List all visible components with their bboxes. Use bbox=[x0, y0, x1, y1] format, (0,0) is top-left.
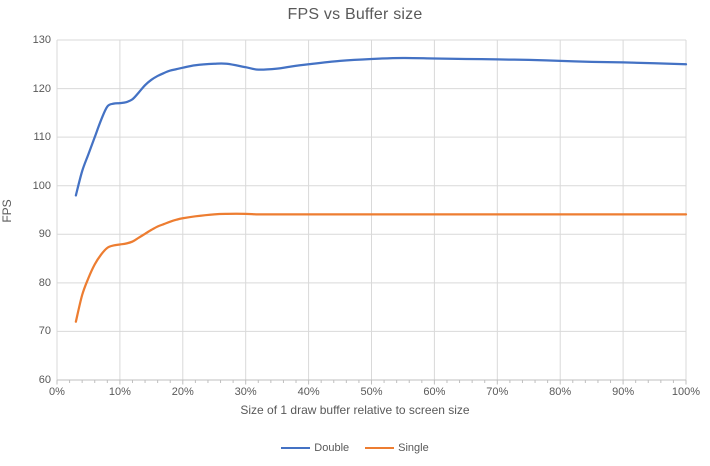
x-tick-label: 0% bbox=[49, 386, 65, 398]
y-axis-title: FPS bbox=[0, 199, 14, 223]
x-tick-label: 40% bbox=[297, 386, 320, 398]
y-tick-label: 60 bbox=[38, 374, 51, 386]
legend-label-single: Single bbox=[398, 442, 429, 454]
x-tick-label: 20% bbox=[171, 386, 194, 398]
legend: Double Single bbox=[0, 442, 710, 454]
x-tick-label: 30% bbox=[234, 386, 257, 398]
y-tick-label: 120 bbox=[32, 82, 51, 95]
x-tick-label: 80% bbox=[549, 386, 572, 398]
x-tick-label: 50% bbox=[360, 386, 383, 398]
y-tick-label: 80 bbox=[38, 276, 51, 289]
y-tick-label: 130 bbox=[32, 34, 51, 46]
x-tick-label: 70% bbox=[486, 386, 509, 398]
x-tick-label: 60% bbox=[423, 386, 446, 398]
x-tick-label: 100% bbox=[671, 386, 701, 398]
y-tick-label: 90 bbox=[38, 228, 51, 241]
series-line-single bbox=[74, 212, 688, 323]
x-tick-label: 90% bbox=[612, 386, 635, 398]
series-line-double bbox=[74, 56, 688, 197]
legend-item-double: Double bbox=[281, 442, 349, 454]
x-tick-label: 10% bbox=[108, 386, 131, 398]
legend-label-double: Double bbox=[314, 442, 350, 454]
legend-swatch-double bbox=[281, 447, 311, 449]
legend-swatch-single bbox=[365, 447, 395, 449]
chart-title: FPS vs Buffer size bbox=[287, 6, 423, 23]
legend-item-single: Single bbox=[365, 442, 429, 454]
y-tick-label: 70 bbox=[38, 325, 51, 338]
y-tick-label: 100 bbox=[32, 179, 51, 192]
y-tick-label: 110 bbox=[33, 131, 51, 144]
x-axis-title: Size of 1 draw buffer relative to screen… bbox=[240, 403, 470, 417]
